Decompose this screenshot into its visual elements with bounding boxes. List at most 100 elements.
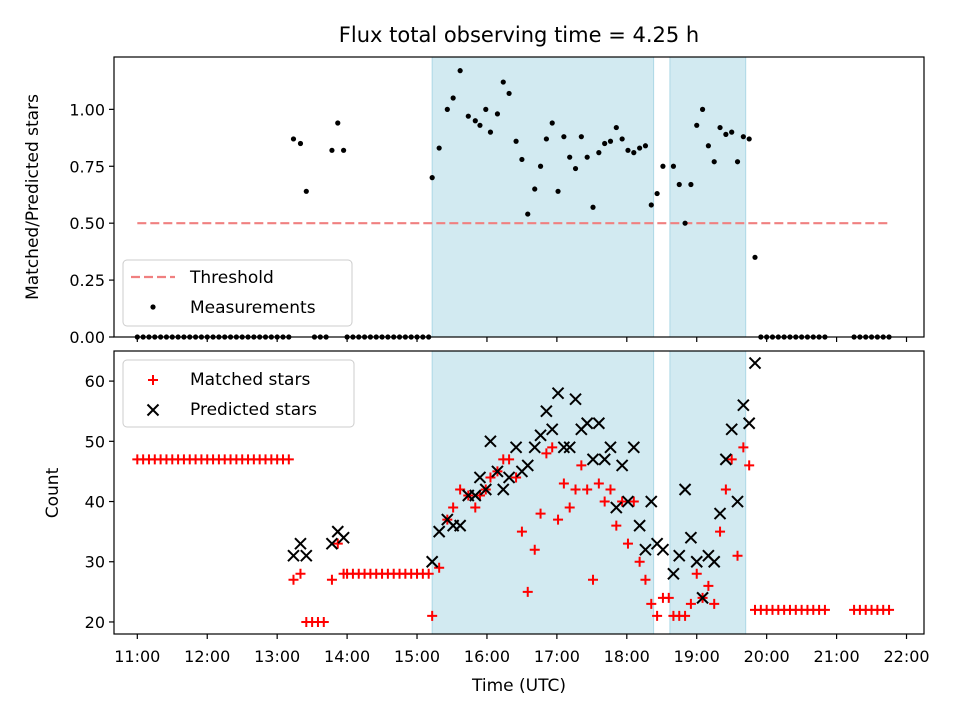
predicted-star-point [742, 417, 756, 430]
predicted-star-point [534, 429, 547, 442]
matched-star-point [652, 610, 663, 621]
measurement-point [532, 186, 538, 192]
measurement-point [631, 150, 637, 156]
predicted-star-point [708, 555, 721, 568]
matched-star-point [541, 448, 552, 459]
predicted-star-point [598, 453, 611, 466]
predicted-star-point [621, 495, 635, 508]
measurement-point [642, 143, 649, 149]
matched-star-point [295, 568, 306, 579]
predicted-star-point [469, 489, 482, 502]
measurement-point [637, 145, 643, 151]
legend-threshold-label: Threshold [189, 268, 274, 288]
matched-star-point [605, 484, 616, 495]
predicted-star-point [563, 441, 576, 454]
count-y-tick-label: 30 [85, 553, 105, 572]
measurement-point [303, 188, 309, 194]
legend-matched-swatch [148, 375, 158, 385]
predicted-star-point [592, 417, 606, 430]
measurement-point [472, 118, 478, 124]
legend-matched-label: Matched stars [190, 370, 310, 390]
count-x-tick-label: 14:00 [324, 647, 370, 666]
measurement-point [625, 147, 631, 153]
ratio-axes: 0.00 0.25 0.50 0.75 1.00 [69, 100, 908, 347]
ratio-y-tick-label: 1.00 [69, 100, 105, 119]
measurement-point [676, 181, 682, 188]
count-x-tick-label: 16:00 [464, 647, 510, 666]
predicted-star-point [473, 471, 487, 484]
measurement-point [543, 136, 549, 142]
measurement-point [654, 190, 660, 197]
predicted-star-point [639, 543, 652, 556]
matched-star-point [288, 574, 299, 585]
ratio-observing-window-2 [669, 56, 747, 338]
predicted-star-point [684, 531, 698, 544]
ratio-plot-frame [113, 56, 925, 338]
ratio-legend-box [122, 259, 353, 327]
ratio-y-tick-label: 0.00 [69, 328, 105, 347]
matched-star-point [663, 592, 674, 603]
measurement-point [660, 163, 666, 169]
matched-star-point [564, 502, 575, 513]
measurement-point [297, 140, 304, 147]
matched-star-point [617, 496, 628, 507]
count-y-axis-label: Count [43, 467, 63, 518]
ratio-observing-window-1 [431, 56, 655, 338]
count-panel: 20 30 40 50 60 11:00 12:00 13:00 14:00 15:00 16:00… [43, 350, 930, 696]
measurement-point [584, 154, 590, 160]
predicted-star-point [540, 405, 553, 418]
matched-star-point [709, 598, 720, 609]
matched-star-point [703, 580, 714, 591]
measurement-point [572, 165, 579, 172]
predicted-star-point [656, 543, 670, 556]
matched-star-point [611, 520, 622, 531]
matched-star-point [522, 586, 533, 597]
measurement-point [429, 175, 435, 181]
measurement-point [329, 147, 335, 153]
measurement-point [723, 131, 729, 137]
measurement-point [500, 79, 506, 85]
matched-star-point [646, 598, 657, 609]
measurement-point [596, 150, 602, 156]
matched-star-point [622, 538, 633, 549]
count-legend-box [122, 359, 355, 428]
predicted-star-point [479, 483, 492, 496]
predicted-star-point [667, 567, 680, 580]
predicted-star-point [557, 441, 571, 454]
legend-predicted-swatch [146, 403, 160, 417]
legend-measurement-swatch [150, 304, 156, 310]
measurement-point [688, 181, 694, 188]
count-x-tick-label: 20:00 [744, 647, 790, 666]
count-y-tick-label: 60 [85, 372, 105, 391]
predicted-star-point [633, 519, 646, 532]
matched-star-point [318, 616, 329, 627]
matched-star-point [434, 562, 445, 573]
measurement-point [619, 136, 625, 142]
measurement-point [699, 106, 706, 112]
matched-star-point [332, 538, 343, 549]
measurement-point [717, 124, 723, 131]
matched-star-point [470, 502, 481, 513]
matched-star-point [588, 574, 599, 585]
count-y-tick-label: 40 [85, 493, 105, 512]
measurement-point [436, 145, 442, 151]
measurement-point [682, 220, 688, 226]
matched-star-point [423, 568, 434, 579]
predicted-star-point [580, 417, 594, 430]
predicted-star-point [551, 386, 565, 400]
matched-star-point [732, 550, 743, 561]
measurement-point [729, 129, 735, 135]
predicted-star-point [645, 495, 658, 508]
count-x-tick-label: 21:00 [814, 647, 860, 666]
predicted-star-point [569, 392, 582, 406]
predicted-star-point [546, 423, 559, 436]
count-x-tick-label: 15:00 [394, 647, 440, 666]
count-legend: Matched stars Predicted stars [122, 359, 355, 428]
measurement-point [444, 106, 450, 112]
count-y-tick-label: 50 [85, 432, 105, 451]
predicted-star-point [300, 549, 313, 562]
count-x-tick-label: 18:00 [604, 647, 650, 666]
predicted-star-point [725, 423, 738, 436]
predicted-star-point [748, 356, 762, 370]
